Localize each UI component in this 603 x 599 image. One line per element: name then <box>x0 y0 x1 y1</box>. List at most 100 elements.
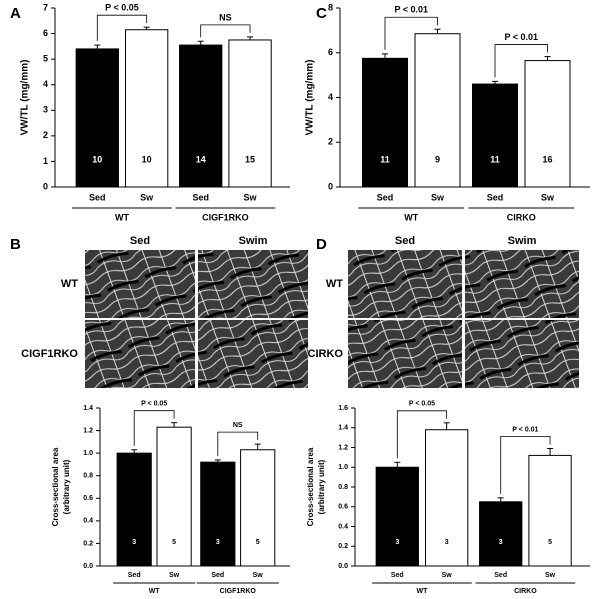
bar <box>472 83 518 188</box>
micrograph <box>465 250 579 318</box>
y-tick-label: 1.2 <box>83 427 93 434</box>
y-tick-label: 0 <box>328 181 333 191</box>
comparison-bracket <box>217 431 259 456</box>
y-tick-label: 0.8 <box>338 484 348 491</box>
y-tick-label: 6 <box>328 47 333 57</box>
y-tick-label: 1.4 <box>338 425 348 432</box>
bar <box>75 48 119 188</box>
y-axis-label: VW/TL (mg/mm) <box>305 60 316 136</box>
bar-label: 11 <box>380 155 390 165</box>
bar <box>375 466 419 567</box>
bar-label: 3 <box>395 539 399 546</box>
bar <box>240 449 276 567</box>
bar-label: 16 <box>542 155 552 165</box>
column-label: Swim <box>508 235 537 247</box>
y-tick-label: 2 <box>328 137 333 147</box>
group-label: CIGF1RKO <box>220 588 257 594</box>
x-tick-label: Sw <box>442 572 453 579</box>
x-tick-label: Sed <box>89 192 106 202</box>
micrograph <box>198 320 308 388</box>
bar-label: 15 <box>245 155 255 165</box>
x-tick-label: Sed <box>494 572 507 579</box>
y-tick-label: 7 <box>43 2 48 12</box>
x-tick-label: Sed <box>377 192 394 202</box>
group-label: WT <box>404 212 418 222</box>
x-tick-label: Sed <box>391 572 404 579</box>
group-label: WT <box>417 588 429 594</box>
y-tick-label: 1.4 <box>83 405 93 412</box>
y-tick-label: 0.4 <box>83 518 93 525</box>
column-label: Swim <box>239 235 268 247</box>
y-tick-label: 4 <box>328 92 333 102</box>
bar-label: 5 <box>548 539 552 546</box>
panel-label: A <box>10 5 21 22</box>
bar <box>116 452 152 567</box>
y-axis-label: VW/TL (mg/mm) <box>20 60 31 136</box>
panel-label: D <box>316 236 327 253</box>
row-label: WT <box>326 278 343 290</box>
comparison-bracket <box>396 410 448 459</box>
x-tick-label: Sw <box>169 572 180 579</box>
y-tick-label: 6 <box>43 28 48 38</box>
y-axis-label: Cross-sectional area <box>51 447 60 526</box>
y-tick-label: 1 <box>43 156 48 166</box>
bar <box>528 454 572 567</box>
y-axis-label: (arbitrary unit) <box>62 459 71 514</box>
y-tick-label: 1.0 <box>83 450 93 457</box>
bar-label: 3 <box>445 539 449 546</box>
bar-label: 3 <box>216 539 220 546</box>
panel-label: B <box>10 236 21 253</box>
bar-label: 10 <box>142 155 152 165</box>
comparison-bracket <box>384 16 438 50</box>
micrograph <box>198 250 308 318</box>
column-label: Sed <box>395 235 415 247</box>
micrograph <box>85 250 195 318</box>
y-tick-label: 8 <box>328 2 333 12</box>
micrograph <box>465 320 579 388</box>
x-tick-label: Sed <box>487 192 504 202</box>
comparison-label: P < 0.01 <box>512 426 538 433</box>
bar-label: 10 <box>92 155 102 165</box>
comparison-label: P < 0.05 <box>409 401 435 408</box>
comparison-label: P < 0.05 <box>141 401 167 408</box>
comparison-label: NS <box>219 12 232 22</box>
bar <box>362 57 408 188</box>
y-tick-label: 0.4 <box>338 523 348 530</box>
y-tick-label: 0.8 <box>83 473 93 480</box>
x-tick-label: Sw <box>253 572 264 579</box>
comparison-label: P < 0.05 <box>105 3 139 13</box>
x-tick-label: Sw <box>541 192 555 202</box>
bar-label: 5 <box>256 539 260 546</box>
comparison-bracket <box>200 24 251 38</box>
y-tick-label: 4 <box>43 79 48 89</box>
group-label: WT <box>149 588 161 594</box>
y-axis-label: (arbitrary unit) <box>317 459 326 514</box>
y-tick-label: 1.2 <box>338 444 348 451</box>
x-tick-label: Sed <box>128 572 141 579</box>
bar <box>524 60 571 188</box>
x-tick-label: Sed <box>192 192 209 202</box>
bar <box>200 461 236 567</box>
y-tick-label: 3 <box>43 105 48 115</box>
x-tick-label: Sw <box>244 192 258 202</box>
comparison-label: P < 0.01 <box>504 32 538 42</box>
comparison-bracket <box>494 44 548 78</box>
panel-label: C <box>316 5 327 22</box>
bar <box>179 44 223 188</box>
y-tick-label: 0.2 <box>83 540 93 547</box>
bar-label: 14 <box>196 155 206 165</box>
y-tick-label: 5 <box>43 54 48 64</box>
y-tick-label: 1.6 <box>338 405 348 412</box>
micrograph <box>348 320 462 388</box>
row-label: CIGF1RKO <box>21 348 78 360</box>
y-tick-label: 0.0 <box>338 563 348 570</box>
bar-label: 11 <box>490 155 500 165</box>
row-label: WT <box>61 278 78 290</box>
bar-label: 9 <box>435 155 440 165</box>
group-label: CIGF1RKO <box>202 212 249 222</box>
x-tick-label: Sw <box>140 192 154 202</box>
row-label: CIRKO <box>308 348 344 360</box>
y-tick-label: 2 <box>43 130 48 140</box>
bar <box>479 501 523 567</box>
